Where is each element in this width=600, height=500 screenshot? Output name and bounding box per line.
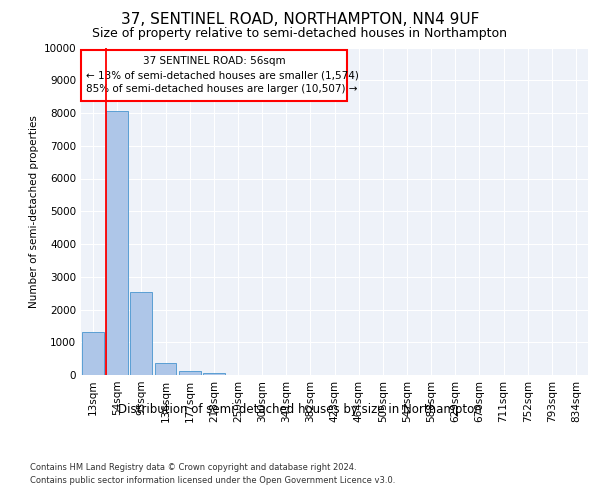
FancyBboxPatch shape [82, 50, 347, 100]
Text: Size of property relative to semi-detached houses in Northampton: Size of property relative to semi-detach… [92, 28, 508, 40]
Text: ← 13% of semi-detached houses are smaller (1,574): ← 13% of semi-detached houses are smalle… [86, 70, 359, 80]
Bar [203, 372, 224, 375]
Text: Distribution of semi-detached houses by size in Northampton: Distribution of semi-detached houses by … [118, 402, 482, 415]
Text: Contains public sector information licensed under the Open Government Licence v3: Contains public sector information licen… [30, 476, 395, 485]
Text: 85% of semi-detached houses are larger (10,507) →: 85% of semi-detached houses are larger (… [86, 84, 358, 94]
Bar [106, 112, 128, 375]
Bar [82, 332, 104, 375]
Text: 37 SENTINEL ROAD: 56sqm: 37 SENTINEL ROAD: 56sqm [143, 56, 286, 66]
Bar [179, 370, 200, 375]
Bar [155, 362, 176, 375]
Text: Contains HM Land Registry data © Crown copyright and database right 2024.: Contains HM Land Registry data © Crown c… [30, 462, 356, 471]
Bar [130, 292, 152, 375]
Text: 37, SENTINEL ROAD, NORTHAMPTON, NN4 9UF: 37, SENTINEL ROAD, NORTHAMPTON, NN4 9UF [121, 12, 479, 28]
Y-axis label: Number of semi-detached properties: Number of semi-detached properties [29, 115, 40, 308]
